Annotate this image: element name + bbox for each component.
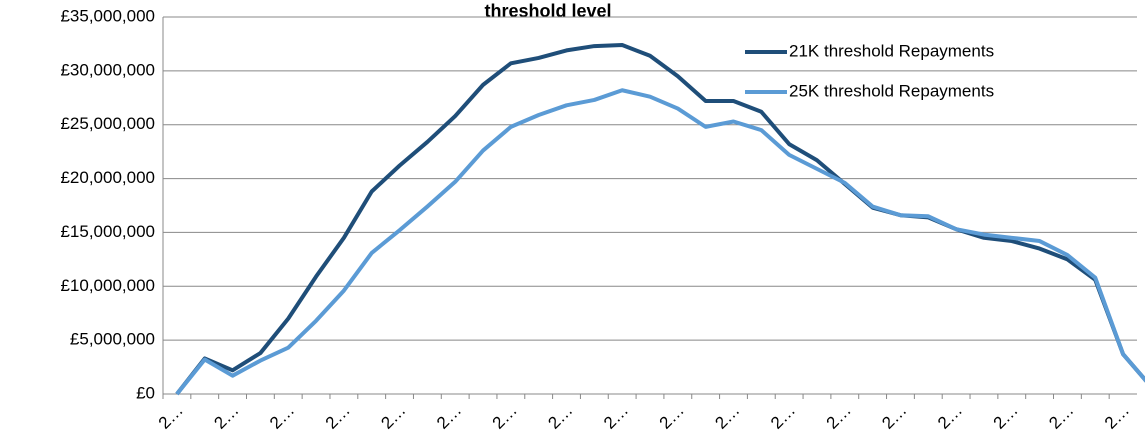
y-tick-label: £0 xyxy=(136,383,155,402)
x-tick-label: 2… xyxy=(210,401,242,432)
y-tick-label: £20,000,000 xyxy=(60,168,155,187)
x-tick-label: 2… xyxy=(1101,401,1133,432)
y-tick-label: £10,000,000 xyxy=(60,276,155,295)
legend-label: 21K threshold Repayments xyxy=(789,41,994,60)
y-tick-label: £25,000,000 xyxy=(60,114,155,133)
chart-title: threshold level xyxy=(484,1,611,21)
x-tick-label: 2… xyxy=(711,401,743,432)
x-tick-label: 2… xyxy=(155,401,187,432)
y-tick-label: £15,000,000 xyxy=(60,222,155,241)
y-tick-label: £30,000,000 xyxy=(60,60,155,79)
x-tick-label: 2… xyxy=(544,401,576,432)
x-tick-label: 2… xyxy=(767,401,799,432)
series-line xyxy=(175,88,1145,396)
x-tick-label: 2… xyxy=(656,401,688,432)
x-tick-label: 2… xyxy=(377,401,409,432)
x-tick-label: 2… xyxy=(433,401,465,432)
y-tick-label: £35,000,000 xyxy=(60,6,155,25)
x-tick-label: 2… xyxy=(823,401,855,432)
x-tick-label: 2… xyxy=(266,401,298,432)
x-tick-label: 2… xyxy=(878,401,910,432)
x-tick-label: 2… xyxy=(600,401,632,432)
x-tick-label: 2… xyxy=(489,401,521,432)
series-line xyxy=(175,43,1145,396)
x-tick-label: 2… xyxy=(934,401,966,432)
legend-label: 25K threshold Repayments xyxy=(789,81,994,100)
x-tick-label: 2… xyxy=(322,401,354,432)
x-tick-label: 2… xyxy=(990,401,1022,432)
y-tick-label: £5,000,000 xyxy=(70,330,155,349)
x-tick-label: 2… xyxy=(1045,401,1077,432)
